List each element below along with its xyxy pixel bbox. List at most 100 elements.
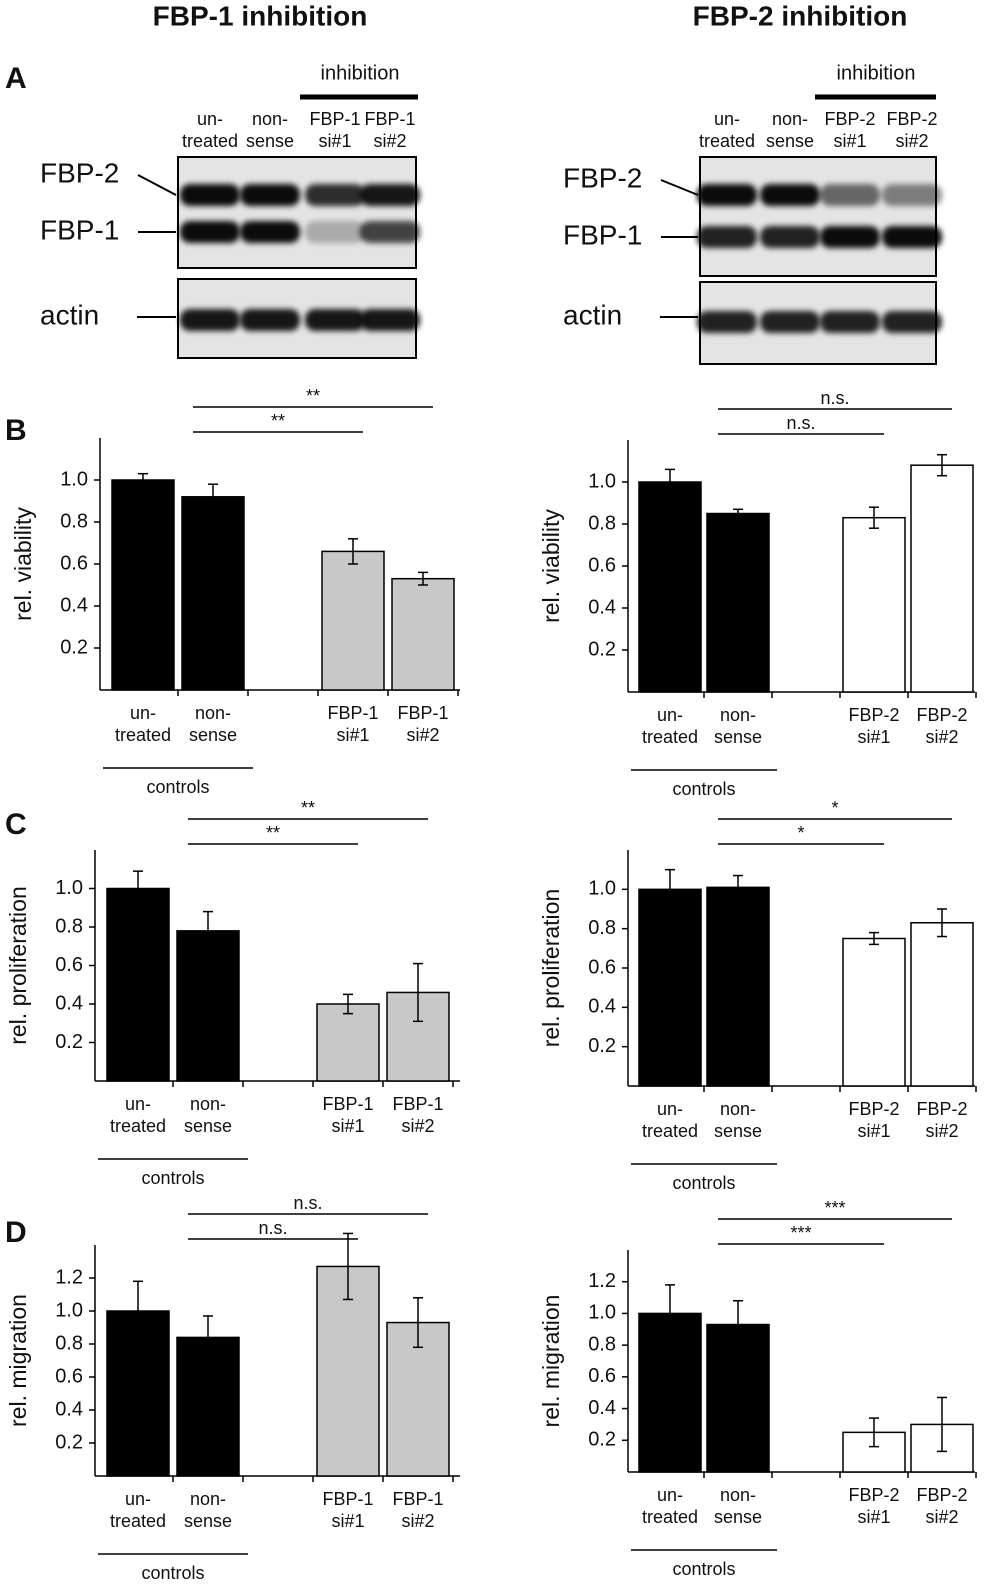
x-tick-label: FBP-2 si#1 — [848, 705, 900, 747]
y-tick-label: 0.6 — [55, 954, 83, 976]
y-tick-label: 0.4 — [55, 992, 83, 1014]
y-tick-label: 0.2 — [588, 1035, 616, 1057]
x-tick-label: un- treated — [109, 1489, 167, 1531]
y-tick-label: 0.2 — [588, 1429, 616, 1451]
group-label: controls — [672, 1173, 735, 1193]
blot-band — [180, 221, 240, 243]
y-tick-label: 0.2 — [55, 1431, 83, 1453]
bar — [321, 550, 385, 691]
lane-label: FBP-1 si#2 — [364, 109, 416, 151]
x-tick-label: non- sense — [713, 1099, 763, 1141]
x-tick-label: FBP-1 si#2 — [392, 1094, 444, 1136]
x-tick-label: FBP-2 si#2 — [916, 705, 968, 747]
significance-label: *** — [790, 1223, 811, 1243]
panel-letter: B — [5, 414, 27, 447]
error-bar — [413, 962, 423, 1023]
y-tick-label: 0.2 — [60, 636, 88, 658]
band-label: FBP-2 — [563, 162, 642, 193]
band-label: actin — [563, 299, 622, 330]
error-bar — [413, 1297, 423, 1349]
x-tick-label: non- sense — [713, 705, 763, 747]
group-label: controls — [672, 779, 735, 799]
blot-band — [760, 311, 820, 333]
error-bar — [665, 468, 675, 496]
blot-frame — [699, 156, 937, 277]
x-tick-label: un- treated — [109, 1094, 167, 1136]
y-tick-label: 0.8 — [55, 1332, 83, 1354]
x-tick-label: non- sense — [183, 1094, 233, 1136]
blot-band — [240, 309, 300, 331]
lane-label: FBP-2 si#1 — [824, 109, 876, 151]
error-bar — [418, 571, 428, 586]
y-axis-label: rel. migration — [538, 1295, 564, 1428]
significance-label: ** — [306, 386, 320, 406]
error-bar — [343, 993, 353, 1015]
blot-band — [180, 309, 240, 331]
significance-label: ** — [266, 823, 280, 843]
error-bar — [203, 1315, 213, 1360]
lane-label: FBP-2 si#2 — [886, 109, 938, 151]
error-bar — [208, 483, 218, 511]
significance-label: n.s. — [786, 413, 815, 433]
x-tick-label: FBP-2 si#2 — [916, 1485, 968, 1527]
group-label: controls — [146, 777, 209, 797]
blot-band — [305, 184, 365, 206]
x-tick-label: FBP-1 si#1 — [322, 1094, 374, 1136]
y-tick-label: 1.0 — [55, 877, 83, 899]
band-pointer — [137, 174, 177, 196]
blot-header: inhibition — [837, 62, 916, 84]
significance-label: n.s. — [258, 1218, 287, 1238]
lane-label: un- treated — [181, 109, 239, 151]
error-bar — [869, 931, 879, 946]
error-bar — [733, 508, 743, 519]
y-tick-label: 0.8 — [60, 510, 88, 532]
blot-band — [697, 226, 757, 248]
column-title: FBP-1 inhibition — [153, 0, 368, 31]
error-bar — [937, 453, 947, 477]
y-tick-label: 0.8 — [55, 915, 83, 937]
x-tick-label: un- treated — [641, 705, 699, 747]
y-axis-label: rel. viability — [538, 509, 564, 623]
band-label: FBP-1 — [563, 219, 642, 250]
band-label: FBP-2 — [40, 157, 119, 188]
blot-frame — [177, 156, 417, 269]
error-bar — [133, 1280, 143, 1342]
significance-label: ** — [271, 411, 285, 431]
significance-label: * — [831, 798, 838, 818]
error-bar — [665, 1284, 675, 1343]
significance-label: n.s. — [293, 1193, 322, 1213]
error-bar — [343, 1232, 353, 1301]
y-tick-label: 1.0 — [60, 468, 88, 490]
column-title: FBP-2 inhibition — [693, 0, 908, 31]
y-tick-label: 0.2 — [588, 638, 616, 660]
blot-band — [305, 221, 365, 243]
bar — [316, 1003, 380, 1082]
significance-label: ** — [301, 798, 315, 818]
bar — [842, 516, 906, 693]
x-tick-label: FBP-2 si#1 — [848, 1485, 900, 1527]
y-tick-label: 0.2 — [55, 1031, 83, 1053]
error-bar — [203, 910, 213, 951]
y-tick-label: 0.8 — [588, 917, 616, 939]
y-tick-label: 1.0 — [588, 1302, 616, 1324]
error-bar — [937, 908, 947, 938]
blot-band — [760, 226, 820, 248]
significance-label: * — [797, 823, 804, 843]
bar — [181, 496, 245, 691]
y-tick-label: 0.6 — [60, 552, 88, 574]
blot-band — [240, 184, 300, 206]
y-tick-label: 1.2 — [55, 1266, 83, 1288]
y-tick-label: 0.4 — [60, 594, 88, 616]
y-axis-label: rel. proliferation — [5, 886, 31, 1045]
blot-band — [820, 226, 880, 248]
y-tick-label: 0.6 — [55, 1365, 83, 1387]
error-bar — [138, 472, 148, 488]
y-tick-label: 1.0 — [55, 1299, 83, 1321]
lane-label: FBP-1 si#1 — [309, 109, 361, 151]
y-tick-label: 0.8 — [588, 1333, 616, 1355]
bar — [638, 888, 702, 1087]
bar — [842, 1431, 906, 1473]
bar — [706, 512, 770, 693]
bar — [910, 922, 974, 1087]
